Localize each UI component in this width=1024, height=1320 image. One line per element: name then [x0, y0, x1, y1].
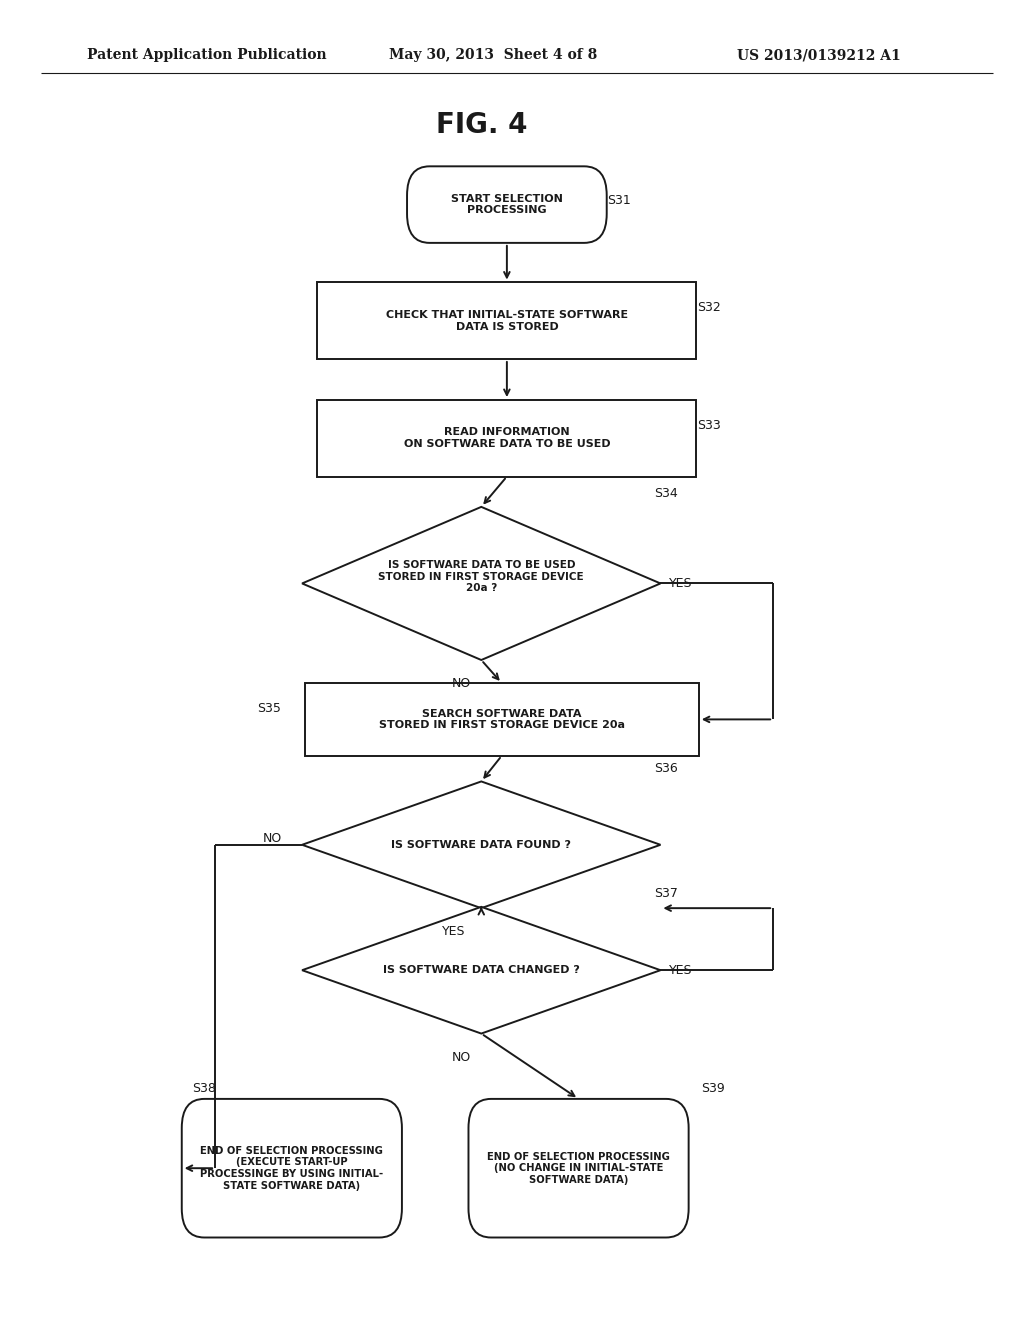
Polygon shape: [302, 507, 660, 660]
Text: S35: S35: [257, 702, 281, 715]
Polygon shape: [302, 781, 660, 908]
Text: NO: NO: [262, 832, 282, 845]
Text: S38: S38: [193, 1082, 216, 1094]
Text: S34: S34: [653, 487, 678, 500]
Text: END OF SELECTION PROCESSING
(NO CHANGE IN INITIAL-STATE
SOFTWARE DATA): END OF SELECTION PROCESSING (NO CHANGE I…: [487, 1151, 670, 1185]
Text: YES: YES: [442, 925, 466, 939]
Text: YES: YES: [670, 577, 692, 590]
Text: IS SOFTWARE DATA CHANGED ?: IS SOFTWARE DATA CHANGED ?: [383, 965, 580, 975]
Text: S37: S37: [653, 887, 678, 900]
Text: READ INFORMATION
ON SOFTWARE DATA TO BE USED: READ INFORMATION ON SOFTWARE DATA TO BE …: [403, 428, 610, 449]
Bar: [317, 282, 696, 359]
Text: S33: S33: [696, 418, 721, 432]
FancyBboxPatch shape: [468, 1098, 688, 1238]
Text: CHECK THAT INITIAL-STATE SOFTWARE
DATA IS STORED: CHECK THAT INITIAL-STATE SOFTWARE DATA I…: [386, 310, 628, 331]
Text: S39: S39: [700, 1082, 725, 1094]
Text: May 30, 2013  Sheet 4 of 8: May 30, 2013 Sheet 4 of 8: [389, 49, 597, 62]
Text: NO: NO: [452, 677, 471, 690]
Bar: [305, 684, 698, 755]
Text: FIG. 4: FIG. 4: [435, 111, 527, 140]
Text: S31: S31: [607, 194, 631, 207]
FancyBboxPatch shape: [407, 166, 606, 243]
Text: SEARCH SOFTWARE DATA
STORED IN FIRST STORAGE DEVICE 20a: SEARCH SOFTWARE DATA STORED IN FIRST STO…: [379, 709, 625, 730]
Text: END OF SELECTION PROCESSING
(EXECUTE START-UP
PROCESSINGE BY USING INITIAL-
STAT: END OF SELECTION PROCESSING (EXECUTE STA…: [201, 1146, 383, 1191]
Text: NO: NO: [452, 1051, 471, 1064]
Text: YES: YES: [670, 964, 692, 977]
Text: IS SOFTWARE DATA TO BE USED
STORED IN FIRST STORAGE DEVICE
20a ?: IS SOFTWARE DATA TO BE USED STORED IN FI…: [379, 560, 584, 594]
Bar: [317, 400, 696, 477]
Polygon shape: [302, 907, 660, 1034]
FancyBboxPatch shape: [182, 1098, 401, 1238]
Text: S36: S36: [653, 762, 678, 775]
Text: IS SOFTWARE DATA FOUND ?: IS SOFTWARE DATA FOUND ?: [391, 840, 571, 850]
Text: START SELECTION
PROCESSING: START SELECTION PROCESSING: [451, 194, 563, 215]
Text: US 2013/0139212 A1: US 2013/0139212 A1: [737, 49, 901, 62]
Text: S32: S32: [696, 301, 721, 314]
Text: Patent Application Publication: Patent Application Publication: [87, 49, 327, 62]
